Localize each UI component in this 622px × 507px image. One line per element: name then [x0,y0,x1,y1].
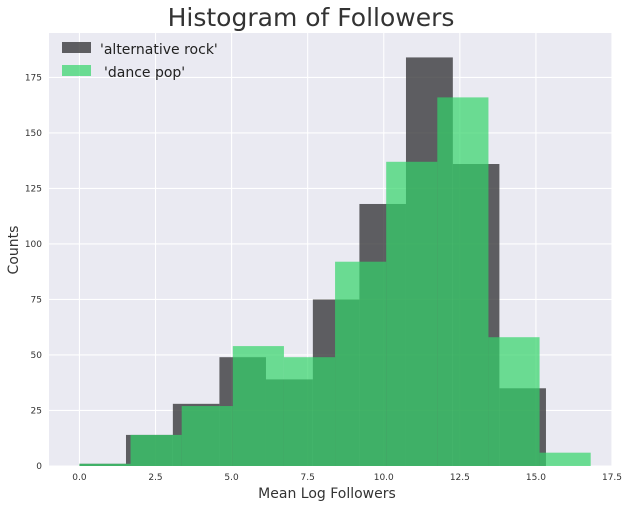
legend: 'alternative rock' 'dance pop' [62,42,218,81]
chart-title: Histogram of Followers [168,3,455,32]
x-tick-label: 17.5 [602,473,622,483]
histogram-bar [335,261,387,466]
x-tick-label: 10.0 [374,473,394,483]
legend-label-dance-pop: 'dance pop' [104,65,185,81]
series-dance-pop-bars [79,97,591,467]
y-axis-ticks: 0 25 50 75 100 125 150 175 [25,73,42,472]
y-axis-label: Counts [6,226,22,275]
y-tick-label: 150 [25,129,42,139]
x-tick-label: 15.0 [526,473,546,483]
x-tick-label: 0.0 [72,473,87,483]
legend-label-alternative-rock: 'alternative rock' [100,42,218,58]
histogram-bar [181,406,233,466]
histogram-bar [437,97,489,467]
x-axis-label: Mean Log Followers [258,486,396,502]
histogram-bar [386,161,438,467]
histogram-bar [488,337,540,466]
x-axis-ticks: 0.0 2.5 5.0 7.5 10.0 12.5 15.0 17.5 [72,473,622,483]
x-tick-label: 7.5 [301,473,315,483]
histogram-bar [232,346,284,466]
y-tick-label: 25 [31,406,42,416]
histogram-bar [539,452,591,466]
histogram-bar [283,357,336,466]
x-tick-label: 2.5 [148,473,162,483]
histogram-bar [130,434,182,466]
y-tick-label: 0 [36,462,42,472]
y-tick-label: 100 [25,240,42,250]
y-tick-label: 175 [25,73,42,83]
x-tick-label: 5.0 [224,473,239,483]
legend-swatch-dance-pop [62,65,91,76]
legend-swatch-alternative-rock [62,42,91,53]
histogram-bar [79,463,131,466]
y-tick-label: 75 [31,295,42,305]
y-tick-label: 125 [25,184,42,194]
y-tick-label: 50 [31,351,43,361]
x-tick-label: 12.5 [450,473,470,483]
